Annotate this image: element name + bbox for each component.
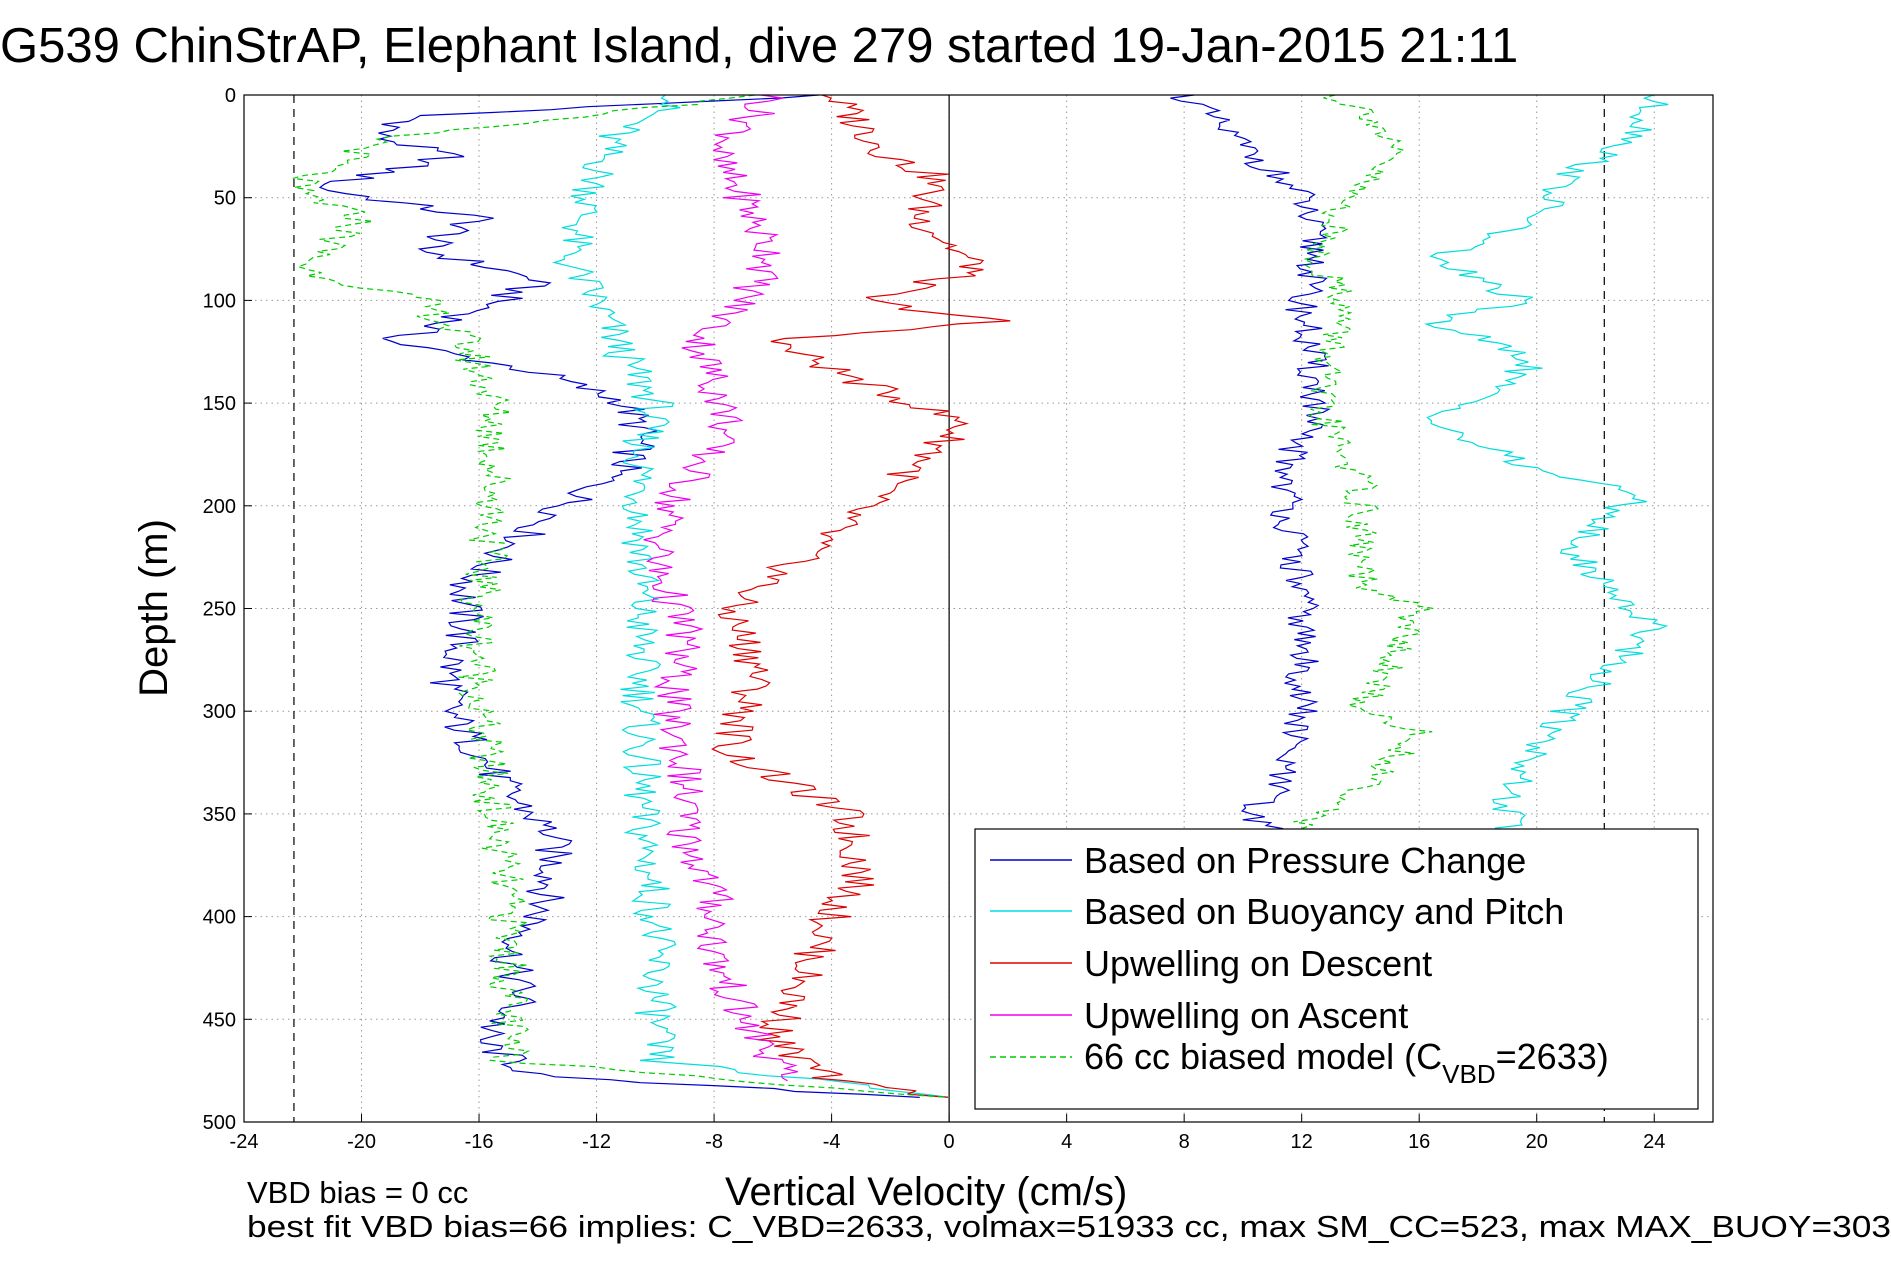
x-tick-label: 12 [1291, 1131, 1313, 1153]
chart-title: G539 ChinStrAP, Elephant Island, dive 27… [0, 19, 1518, 73]
x-tick-label: -8 [705, 1131, 723, 1153]
x-tick-label: 4 [1061, 1131, 1072, 1153]
y-tick-label: 0 [225, 85, 236, 107]
x-tick-label: 20 [1526, 1131, 1548, 1153]
x-tick-label: 8 [1179, 1131, 1190, 1153]
y-tick-label: 150 [203, 393, 236, 415]
y-tick-label: 400 [203, 907, 236, 929]
y-tick-label: 50 [214, 188, 236, 210]
x-tick-label: 16 [1408, 1131, 1430, 1153]
y-tick-label: 200 [203, 496, 236, 518]
series-line-ascent [1424, 94, 1669, 835]
series-line-descent [711, 94, 1011, 1098]
x-tick-label: -24 [230, 1131, 259, 1153]
series-line-descent [643, 94, 798, 1082]
x-axis-label: Vertical Velocity (cm/s) [725, 1170, 1127, 1214]
y-tick-label: 300 [203, 701, 236, 723]
legend-entry: Upwelling on Descent [1084, 943, 1432, 984]
series-line-descent [318, 94, 920, 1098]
series-line-descent [292, 94, 950, 1098]
legend: Based on Pressure Change Based on Buoyanc… [974, 828, 1699, 1110]
y-tick-label: 500 [203, 1112, 236, 1134]
series-group [292, 94, 1669, 1098]
ticks: -24 -20 -16 -12 -8 -4 0 4 8 12 16 20 24 0 50 100 150 200 2… [203, 85, 1666, 1153]
legend-entry: Upwelling on Ascent [1084, 995, 1408, 1036]
legend-entry: Based on Buoyancy and Pitch [1084, 891, 1564, 932]
x-tick-label: -12 [582, 1131, 611, 1153]
y-axis-label: Depth (m) [132, 519, 176, 697]
x-tick-label: -20 [347, 1131, 376, 1153]
x-tick-label: 0 [944, 1131, 955, 1153]
series-line-ascent [1170, 94, 1331, 835]
series-line-ascent [1286, 94, 1434, 835]
series-line-descent [551, 94, 950, 1098]
x-tick-label: -16 [465, 1131, 494, 1153]
x-tick-label: 24 [1643, 1131, 1665, 1153]
y-tick-label: 250 [203, 599, 236, 621]
legend-entry: Based on Pressure Change [1084, 840, 1526, 881]
grid [244, 95, 1713, 1122]
y-tick-label: 450 [203, 1009, 236, 1031]
y-tick-label: 100 [203, 290, 236, 312]
legend-entry-biased-model: 66 cc biased model (CVBD=2633) [1084, 1036, 1609, 1089]
y-tick-label: 350 [203, 804, 236, 826]
footer-best-fit: best fit VBD bias=66 implies: C_VBD=2633… [247, 1209, 1891, 1244]
x-tick-label: -4 [823, 1131, 841, 1153]
footer-vbd-bias: VBD bias = 0 cc [247, 1175, 468, 1210]
legend-box [974, 828, 1699, 1110]
